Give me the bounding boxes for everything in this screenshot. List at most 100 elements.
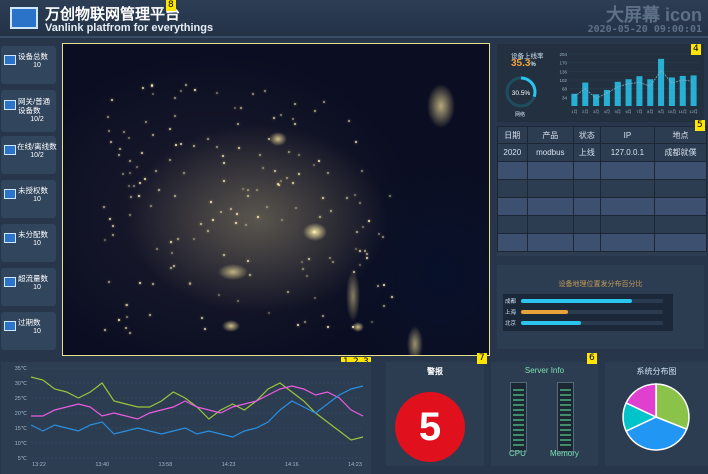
city-light (237, 146, 240, 149)
table-row[interactable] (497, 197, 708, 216)
stat-label: 超流量数 (18, 274, 48, 283)
stat-label: 在线/离线数 (17, 142, 57, 151)
city-light (179, 90, 182, 93)
bar (636, 76, 643, 106)
table-cell (599, 197, 655, 216)
city-light (119, 148, 122, 151)
city-light (280, 113, 283, 116)
x-tick-label: 13:58 (159, 462, 173, 468)
night-map[interactable] (62, 43, 490, 356)
city-light (188, 283, 191, 286)
stat-card-gateway[interactable]: 网关/普通设备数 10/2 (1, 90, 56, 132)
stat-card-overflow[interactable]: 超流量数 10 (1, 268, 56, 306)
city-light (377, 284, 380, 287)
stat-label: 过期数 (18, 318, 41, 327)
city-light (279, 180, 282, 183)
city-light (329, 257, 332, 260)
server-title: Server Info (524, 366, 565, 375)
bar (603, 89, 610, 106)
city-light (138, 181, 141, 184)
city-light (128, 172, 131, 175)
city-light (317, 160, 320, 163)
alarm-badge[interactable]: 5 (395, 392, 465, 462)
geo-label: 北京 (505, 321, 517, 327)
city-light (183, 172, 186, 175)
stat-value: 10 (33, 196, 41, 203)
stat-label: 未授权数 (18, 186, 48, 195)
meter-segment (560, 439, 571, 441)
city-light (172, 264, 175, 267)
bar (625, 79, 632, 106)
y-tick-label: 10℃ (15, 441, 28, 447)
x-tick-label: 2月 (582, 109, 588, 114)
stat-value: 10 (33, 240, 41, 247)
city-light (308, 258, 311, 261)
city-light (107, 116, 110, 119)
stat-card-expired[interactable]: 过期数 10 (1, 312, 56, 350)
table-cell: 2020 (497, 143, 528, 162)
picture-icon (4, 277, 16, 287)
meter-segment (560, 419, 571, 421)
table-row[interactable] (497, 233, 708, 252)
city-light (268, 137, 271, 140)
city-light (297, 154, 300, 157)
city-light (359, 201, 362, 204)
city-light (332, 260, 335, 263)
table-row[interactable] (497, 161, 708, 180)
y-tick-label: 15℃ (15, 426, 28, 432)
bar (582, 82, 589, 106)
table-row[interactable]: 2020 modbus 上线 127.0.0.1 成都就僕 (497, 143, 708, 162)
meter-segment (560, 444, 571, 446)
column-header: 地点 (653, 126, 708, 144)
city-light (210, 200, 213, 203)
y-tick-label: 30℃ (15, 381, 28, 387)
city-light (192, 144, 195, 147)
city-light (104, 238, 107, 241)
stat-card-online[interactable]: 在线/离线数 10/2 (1, 136, 57, 174)
city-light (169, 159, 172, 162)
gauge-ring: 30.5% (505, 76, 537, 108)
city-light (237, 123, 240, 126)
meter-segment (513, 444, 524, 446)
city-light (179, 143, 182, 146)
meter-segment (560, 429, 571, 431)
kpi-unit: % (530, 62, 536, 68)
table-row[interactable] (497, 179, 708, 198)
column-header: 日期 (497, 126, 528, 144)
meter-segment (560, 424, 571, 426)
tag-6: 6 (587, 353, 597, 364)
meter-segment (513, 429, 524, 431)
city-light (261, 166, 264, 169)
tag-4: 4 (691, 44, 701, 55)
stat-value: 10 (33, 284, 41, 291)
table-cell (599, 215, 655, 234)
city-light (352, 270, 355, 273)
city-light (363, 249, 366, 252)
x-tick-label: 7月 (636, 109, 642, 114)
city-light (139, 282, 142, 285)
picture-icon (10, 7, 38, 29)
city-light (241, 187, 244, 190)
table-cell (573, 197, 601, 216)
stat-card-unauthorized[interactable]: 未授权数 10 (1, 180, 56, 218)
geo-label: 上海 (505, 310, 517, 316)
city-light (111, 234, 114, 237)
city-light (293, 103, 296, 106)
city-light (354, 247, 357, 250)
table-row[interactable] (497, 215, 708, 234)
tag-7: 7 (477, 353, 487, 364)
city-light (170, 267, 173, 270)
series-line-0 (30, 376, 364, 441)
city-light (378, 232, 381, 235)
city-light (203, 328, 206, 331)
stat-card-unassigned[interactable]: 未分配数 10 (1, 224, 56, 262)
x-tick-label: 5月 (615, 109, 621, 114)
stat-card-total[interactable]: 设备总数 10 (1, 46, 56, 84)
pie-slice-3 (625, 383, 657, 419)
city-light (277, 184, 280, 187)
city-light (125, 303, 128, 306)
system-pie-chart (622, 383, 690, 451)
system-distribution-panel: 系统分布图 (605, 362, 708, 466)
city-light (230, 207, 233, 210)
city-light (125, 304, 128, 307)
